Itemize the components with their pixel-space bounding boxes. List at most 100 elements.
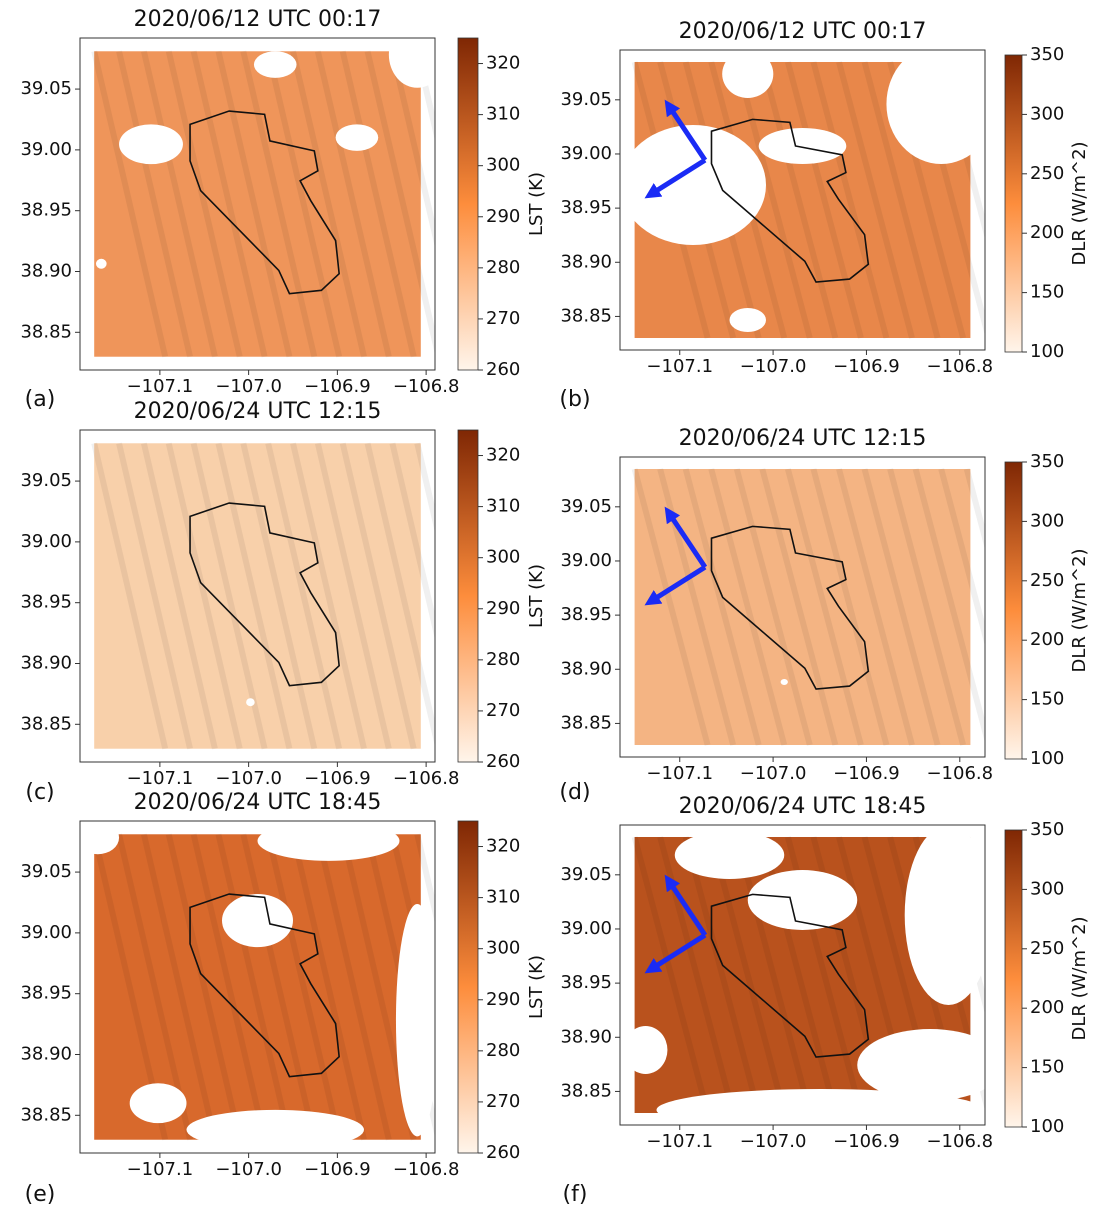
y-tick-label: 39.05 [560,89,612,110]
axes-frame [619,456,986,758]
panel-label: (f) [563,1182,588,1207]
y-tick-label: 38.95 [20,983,72,1004]
y-tick-label: 38.85 [560,305,612,326]
panel-label: (a) [25,387,56,412]
terrain-texture [140,442,218,750]
chart-title: 2020/06/12 UTC 00:17 [134,7,382,32]
terrain-texture [836,468,915,746]
terrain-texture [963,468,985,550]
colorbar-tick-label: 260 [486,751,520,772]
axes-frame [619,824,986,1126]
no-data-area [246,698,255,707]
colorbar-tick-label: 200 [1030,629,1064,650]
terrain-texture [265,833,343,1141]
terrain-texture [265,50,343,358]
map-layer [620,50,985,339]
x-tick-label: −107.1 [646,763,713,784]
x-tick-label: −107.0 [740,1131,807,1152]
x-tick-label: −106.8 [926,763,993,784]
terrain-texture [733,61,813,339]
colorbar-tick-label: 300 [1030,510,1064,531]
terrain-texture [810,468,890,746]
colorbar-tick-label: 350 [1030,44,1064,65]
colorbar-label: LST (K) [526,564,547,628]
colorbar-tick-label: 300 [486,155,520,176]
map-layer [623,825,985,1125]
no-data-area [388,38,435,88]
map-layer [631,468,985,746]
y-tick-label: 38.95 [560,197,612,218]
x-tick-label: −107.1 [646,356,713,377]
terrain-texture [190,833,268,1141]
colorbar-tick-label: 150 [1030,282,1064,303]
colorbar-tick-label: 320 [486,836,520,857]
terrain-texture [708,836,788,1114]
terrain-texture [414,50,435,141]
colorbar-tick-label: 310 [486,104,520,125]
no-data-area [886,50,985,164]
colorbar-label: DLR (W/m^2) [1069,916,1090,1040]
map-field [634,469,971,745]
terrain-texture [165,833,243,1141]
y-tick-label: 39.00 [560,143,612,164]
colorbar-tick-label: 300 [486,547,520,568]
map-field [94,443,421,749]
terrain-texture [140,50,218,358]
terrain-texture [339,442,417,750]
colorbar [1004,54,1023,353]
colorbar-tick-label: 200 [1030,222,1064,243]
terrain-texture [912,468,985,743]
terrain-texture [215,833,293,1141]
y-tick-label: 39.00 [20,531,72,552]
terrain-texture [836,61,915,339]
terrain-texture [290,50,367,358]
colorbar [1004,829,1023,1128]
terrain-texture [190,442,268,750]
terrain-texture [682,468,762,746]
colorbar-tick-label: 200 [1030,997,1064,1018]
colorbar-tick-label: 290 [486,598,520,619]
chart-title: 2020/06/24 UTC 12:15 [679,426,927,451]
colorbar-tick-label: 310 [486,496,520,517]
y-tick-label: 39.05 [560,864,612,885]
colorbar-tick-label: 280 [486,257,520,278]
no-data-area [620,125,766,245]
no-data-area [904,825,985,1005]
colorbar-tick-label: 270 [486,1091,520,1112]
colorbar [457,37,479,371]
terrain-texture [91,50,169,358]
y-tick-label: 38.90 [20,652,72,673]
no-data-area [729,308,766,332]
map-field [94,51,421,357]
chart-title: 2020/06/24 UTC 18:45 [134,790,382,815]
y-tick-label: 39.00 [560,918,612,939]
no-data-area [674,831,785,879]
map-layer [80,821,435,1150]
colorbar-tick-label: 250 [1030,938,1064,959]
colorbar-tick-label: 260 [486,1142,520,1163]
panel-label: (d) [559,780,590,805]
x-tick-label: −107.0 [740,763,807,784]
no-data-area [747,870,858,930]
y-tick-label: 38.85 [20,1104,72,1125]
x-tick-label: −106.8 [393,1159,460,1180]
no-data-area [253,51,297,78]
colorbar-tick-label: 300 [1030,878,1064,899]
no-data-area [395,904,435,1137]
colorbar-label: LST (K) [526,172,547,236]
colorbar-tick-label: 350 [1030,819,1064,840]
no-data-area [857,1029,985,1101]
y-tick-label: 39.00 [560,550,612,571]
terrain-texture [389,442,435,640]
terrain-texture [290,833,367,1141]
terrain-texture [165,442,243,750]
panel-label: (b) [559,387,590,412]
x-tick-label: −106.9 [304,1159,371,1180]
no-data-area [780,679,788,685]
x-tick-label: −106.9 [833,356,900,377]
terrain-texture [339,50,417,358]
y-tick-label: 39.05 [20,470,72,491]
y-tick-label: 38.95 [560,604,612,625]
terrain-texture [215,50,293,358]
terrain-texture [861,61,941,339]
